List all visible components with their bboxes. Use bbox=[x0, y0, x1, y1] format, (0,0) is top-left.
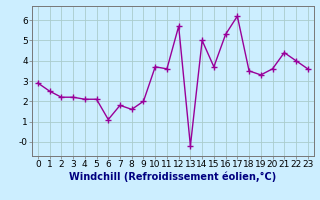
X-axis label: Windchill (Refroidissement éolien,°C): Windchill (Refroidissement éolien,°C) bbox=[69, 172, 276, 182]
